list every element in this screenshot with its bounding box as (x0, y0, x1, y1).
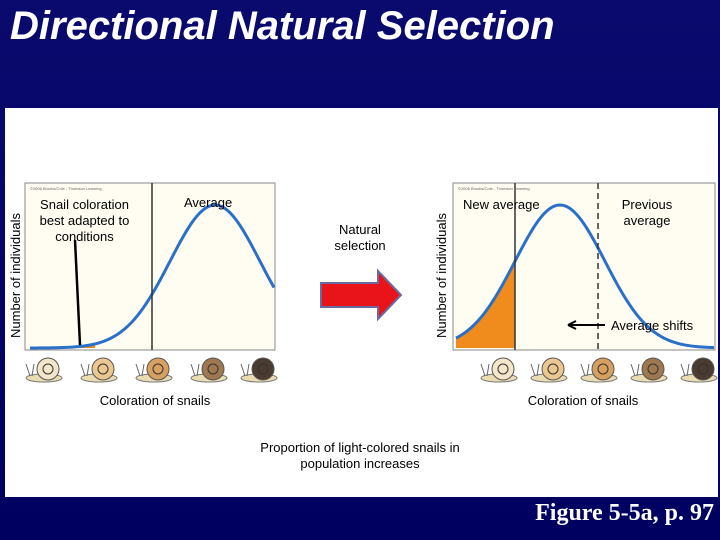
copyright: ©2006 Brooks/Cole - Thomson Learning (30, 186, 102, 191)
snail-antenna (25, 363, 35, 377)
snail-icon (190, 357, 228, 383)
snail-icon (25, 357, 63, 383)
slide-title: Directional Natural Selection (10, 4, 555, 48)
snail-spiral (647, 363, 659, 375)
snail-spiral (97, 363, 109, 375)
distribution-curve (455, 203, 715, 350)
snail-antenna (680, 363, 690, 377)
annotation: Average shifts (611, 318, 694, 333)
snail-antenna (580, 363, 590, 377)
figure-reference: Figure 5-5a, p. 97 (535, 500, 714, 526)
annotation: Snail coloration best adapted to conditi… (39, 197, 130, 244)
snail-spiral (42, 363, 54, 375)
snail-shell (691, 357, 715, 381)
y-axis-label: Number of individuals (8, 212, 23, 338)
snail-icon (80, 357, 118, 383)
y-axis-label: Number of individuals (434, 212, 449, 338)
x-axis-label: Coloration of snails (99, 393, 211, 408)
pointer-line (73, 239, 82, 346)
snail-shell (201, 357, 225, 381)
snail-antenna (480, 363, 490, 377)
snail-antenna (530, 363, 540, 377)
snail-shell (146, 357, 170, 381)
snail-icon (680, 357, 718, 383)
snail-icon (240, 357, 278, 383)
arrow-label: Natural selection (334, 222, 386, 253)
selection-arrow (320, 268, 403, 322)
snail-spiral (257, 363, 269, 375)
snail-icon (580, 357, 618, 383)
copyright: ©2006 Brooks/Cole - Thomson Learning (458, 186, 530, 191)
snail-spiral (697, 363, 709, 375)
left-plot (24, 182, 276, 351)
snail-shell (36, 357, 60, 381)
snail-icon (630, 357, 668, 383)
snail-spiral (547, 363, 559, 375)
selected-area (456, 261, 515, 348)
snail-icon (530, 357, 568, 383)
snail-shell (491, 357, 515, 381)
snail-antenna (240, 363, 250, 377)
snail-shell (251, 357, 275, 381)
snail-spiral (152, 363, 164, 375)
caption: Proportion of light-colored snails in po… (260, 440, 460, 471)
x-axis-label: Coloration of snails (527, 393, 639, 408)
snail-shell (91, 357, 115, 381)
snail-spiral (207, 363, 219, 375)
shift-arrow (567, 320, 605, 330)
annotation: Average (184, 195, 233, 210)
annotation: Previous average (621, 197, 673, 228)
snail-spiral (597, 363, 609, 375)
annotation: New average (463, 197, 540, 212)
snail-antenna (80, 363, 90, 377)
snail-icon (135, 357, 173, 383)
snail-icon (480, 357, 518, 383)
snail-shell (541, 357, 565, 381)
snail-antenna (190, 363, 200, 377)
snail-antenna (135, 363, 145, 377)
snail-antenna (630, 363, 640, 377)
snail-spiral (497, 363, 509, 375)
snail-shell (641, 357, 665, 381)
snail-shell (591, 357, 615, 381)
